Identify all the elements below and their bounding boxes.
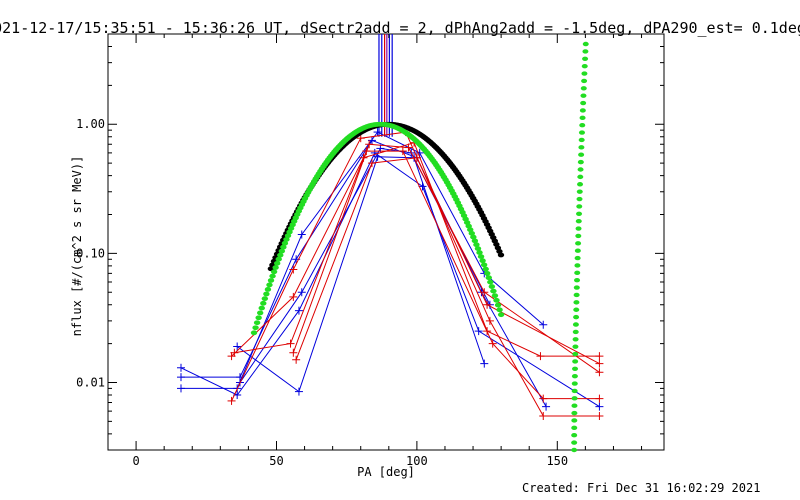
vertical-markers xyxy=(378,34,393,137)
axes: 0 50 100 150 0.01 0.10 1.00 xyxy=(76,33,664,468)
data-point xyxy=(356,134,365,143)
data-point xyxy=(227,396,236,405)
data-point xyxy=(297,288,306,297)
chart-title: 2021-12-17/15:35:51 - 15:36:26 UT, dSect… xyxy=(0,19,800,37)
x-axis-label: PA [deg] xyxy=(357,465,415,479)
data-point xyxy=(289,292,298,301)
data-point xyxy=(177,363,186,372)
plot-frame xyxy=(107,33,665,451)
series-line-0 xyxy=(181,131,544,389)
data-point xyxy=(294,306,303,315)
data-point xyxy=(233,342,242,351)
x-tick-label: 50 xyxy=(269,454,283,468)
data-point xyxy=(539,394,548,403)
data-point xyxy=(485,316,494,325)
fit-curve-2 xyxy=(571,41,589,453)
y-tick-label: 1.00 xyxy=(76,117,105,131)
data-point xyxy=(488,339,497,348)
data-point xyxy=(415,148,424,157)
data-point xyxy=(177,373,186,382)
data-point xyxy=(286,339,295,348)
data-point xyxy=(373,128,382,137)
data-point xyxy=(595,359,604,368)
data-point xyxy=(474,327,483,336)
series-line-1 xyxy=(181,139,547,407)
data-point xyxy=(398,147,407,156)
fit-curves xyxy=(250,41,589,453)
series-line-6 xyxy=(231,142,600,357)
data-point xyxy=(289,348,298,357)
data-point xyxy=(289,265,298,274)
data-point xyxy=(483,300,492,309)
data-point xyxy=(292,355,301,364)
series-line-5 xyxy=(231,131,600,417)
y-tick-label: 0.10 xyxy=(76,246,105,260)
data-point xyxy=(412,153,421,162)
data-point xyxy=(230,348,239,357)
x-tick-label: 0 xyxy=(132,454,139,468)
data-point xyxy=(365,140,374,149)
x-tick-label: 150 xyxy=(546,454,568,468)
data-point xyxy=(595,394,604,403)
data-point xyxy=(294,387,303,396)
fit-curve-1 xyxy=(250,121,505,336)
data-point xyxy=(595,402,604,411)
data-point xyxy=(297,230,306,239)
data-point xyxy=(480,359,489,368)
y-tick-label: 0.01 xyxy=(76,375,105,389)
data-point xyxy=(177,384,186,393)
data-series xyxy=(177,128,604,421)
data-point xyxy=(539,320,548,329)
data-point xyxy=(367,159,376,168)
created-timestamp: Created: Fri Dec 31 16:02:29 2021 xyxy=(522,481,761,495)
data-point xyxy=(404,143,413,152)
data-point xyxy=(595,352,604,361)
data-point xyxy=(542,402,551,411)
x-tick-label: 100 xyxy=(406,454,428,468)
data-point xyxy=(536,352,545,361)
data-point xyxy=(595,412,604,421)
data-point xyxy=(539,412,548,421)
y-axis-label: nflux [#/(cm^2 s sr MeV)] xyxy=(70,156,84,337)
data-point xyxy=(595,368,604,377)
